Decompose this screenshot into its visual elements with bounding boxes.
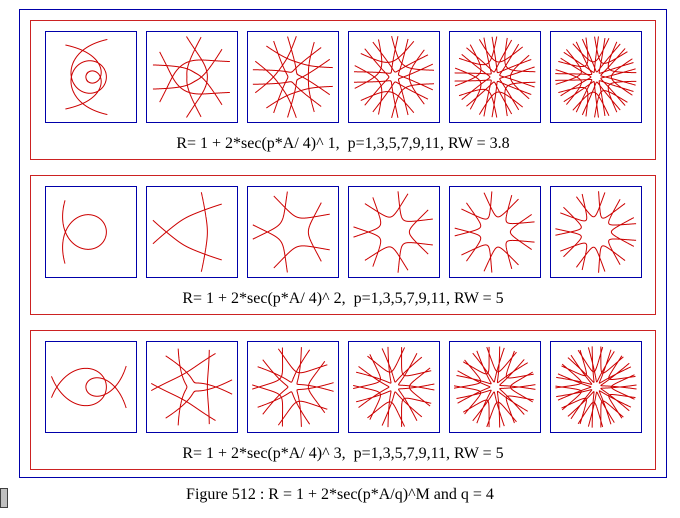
panel-3-caption: R= 1 + 2*sec(p*A/ 4)^ 3, p=1,3,5,7,9,11,… (182, 445, 504, 462)
curve-tile (550, 186, 642, 278)
curve-line (353, 35, 435, 119)
polar-curve-plot (454, 36, 536, 118)
curve-line (152, 192, 222, 272)
polar-curve-plot (62, 200, 107, 264)
panel-3-tiles (45, 341, 643, 433)
curve-line (555, 191, 637, 273)
figure-frame: R= 1 + 2*sec(p*A/ 4)^ 1, p=1,3,5,7,9,11,… (19, 9, 667, 478)
curve-tile (45, 186, 137, 278)
polar-curve-plot (453, 346, 536, 428)
scrollbar-stub[interactable] (0, 488, 8, 508)
curve-tile (348, 31, 440, 123)
polar-curve-plot (252, 191, 330, 273)
curve-tile (146, 31, 238, 123)
curve-line (252, 36, 333, 118)
curve-tile (146, 186, 238, 278)
curve-line (51, 365, 127, 409)
polar-curve-plot (353, 35, 435, 119)
curve-tile (247, 31, 339, 123)
curve-tile (247, 186, 339, 278)
curve-line (352, 346, 435, 428)
polar-curve-plot (152, 36, 230, 118)
curve-tile (348, 341, 440, 433)
panel-2: R= 1 + 2*sec(p*A/ 4)^ 2, p=1,3,5,7,9,11,… (30, 175, 656, 315)
panel-2-tiles (45, 186, 643, 278)
curve-tile (45, 341, 137, 433)
polar-curve-plot (150, 348, 233, 426)
curve-line (353, 191, 433, 273)
curve-line (62, 200, 107, 264)
curve-line (454, 191, 535, 273)
panel-1: R= 1 + 2*sec(p*A/ 4)^ 1, p=1,3,5,7,9,11,… (30, 20, 656, 160)
curve-tile (146, 341, 238, 433)
curve-tile (247, 341, 339, 433)
panel-3: R= 1 + 2*sec(p*A/ 4)^ 3, p=1,3,5,7,9,11,… (30, 330, 656, 470)
curve-line (150, 348, 233, 426)
panel-2-caption: R= 1 + 2*sec(p*A/ 4)^ 2, p=1,3,5,7,9,11,… (182, 290, 504, 307)
curve-line (454, 36, 536, 118)
curve-tile (449, 31, 541, 123)
curve-line (152, 36, 230, 118)
polar-curve-plot (252, 347, 334, 427)
curve-line (453, 346, 536, 428)
polar-curve-plot (555, 36, 637, 118)
curve-line (65, 38, 108, 116)
polar-curve-plot (252, 36, 333, 118)
polar-curve-plot (51, 365, 127, 409)
curve-tile (550, 341, 642, 433)
polar-curve-plot (352, 346, 435, 428)
polar-curve-plot (454, 191, 535, 273)
polar-curve-plot (353, 191, 433, 273)
curve-line (252, 191, 330, 273)
curve-tile (348, 186, 440, 278)
curve-line (252, 347, 334, 427)
curve-tile (550, 31, 642, 123)
polar-curve-plot (152, 192, 222, 272)
panel-1-tiles (45, 31, 643, 123)
polar-curve-plot (555, 346, 637, 428)
curve-tile (45, 31, 137, 123)
panel-1-caption: R= 1 + 2*sec(p*A/ 4)^ 1, p=1,3,5,7,9,11,… (176, 135, 510, 152)
figure-caption: Figure 512 : R = 1 + 2*sec(p*A/q)^M and … (186, 486, 494, 503)
polar-curve-plot (65, 38, 108, 116)
polar-curve-plot (555, 191, 637, 273)
curve-line (555, 36, 637, 118)
curve-tile (449, 341, 541, 433)
curve-line (555, 346, 637, 428)
curve-tile (449, 186, 541, 278)
